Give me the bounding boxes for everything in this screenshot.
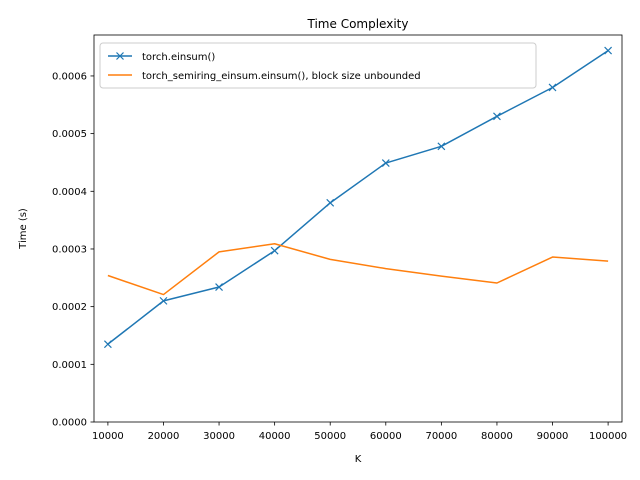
data-point-marker bbox=[381, 159, 390, 167]
series-line-0 bbox=[107, 49, 609, 345]
series-line-1 bbox=[107, 243, 609, 296]
x-tick-label: 100000 bbox=[589, 431, 627, 442]
data-point-marker bbox=[326, 198, 335, 207]
y-tick-label: 0.0002 bbox=[52, 302, 87, 313]
x-tick-label: 60000 bbox=[370, 431, 402, 442]
legend: torch.einsum() torch_semiring_einsum.eins… bbox=[99, 42, 537, 89]
series-layer bbox=[103, 46, 613, 349]
y-axis-label: Time (s) bbox=[18, 208, 29, 250]
y-tick-label: 0.0005 bbox=[52, 129, 87, 140]
data-point-marker bbox=[215, 283, 223, 291]
data-point-marker bbox=[159, 296, 168, 305]
data-point-marker bbox=[604, 46, 613, 55]
y-tick-label: 0.0004 bbox=[52, 187, 87, 198]
x-tick-label: 50000 bbox=[314, 431, 346, 442]
x-tick-label: 70000 bbox=[425, 431, 457, 442]
legend-item: torch.einsum() bbox=[108, 52, 215, 63]
x-axis-label: K bbox=[355, 454, 362, 465]
y-tick-label: 0.0000 bbox=[52, 418, 87, 429]
y-tick-label: 0.0006 bbox=[52, 71, 87, 82]
chart-title: Time Complexity bbox=[307, 17, 409, 31]
x-tick-label: 30000 bbox=[203, 431, 235, 442]
y-tick-label: 0.0001 bbox=[52, 360, 87, 371]
plot-frame bbox=[93, 34, 623, 423]
data-point-marker bbox=[270, 246, 279, 255]
x-tick-label: 10000 bbox=[92, 431, 124, 442]
legend-box bbox=[99, 42, 537, 89]
data-point-marker bbox=[437, 142, 446, 151]
x-tick-label: 40000 bbox=[259, 431, 291, 442]
x-tick-label: 20000 bbox=[148, 431, 180, 442]
legend-item: torch_semiring_einsum.einsum(), block si… bbox=[108, 71, 421, 82]
y-axis-ticks: 0.0000 0.0001 0.0002 0.0003 0.0004 0.0005 0.00… bbox=[52, 71, 94, 429]
data-point-marker bbox=[493, 112, 501, 121]
data-point-marker bbox=[548, 83, 557, 92]
x-tick-label: 90000 bbox=[537, 431, 569, 442]
legend-label: torch.einsum() bbox=[142, 52, 215, 63]
legend-label: torch_semiring_einsum.einsum(), block si… bbox=[142, 71, 421, 82]
x-axis-ticks: 10000 20000 30000 40000 50000 60000 70000 80000… bbox=[92, 422, 627, 442]
x-tick-label: 80000 bbox=[481, 431, 513, 442]
y-tick-label: 0.0003 bbox=[52, 244, 87, 255]
data-point-marker bbox=[103, 340, 112, 349]
